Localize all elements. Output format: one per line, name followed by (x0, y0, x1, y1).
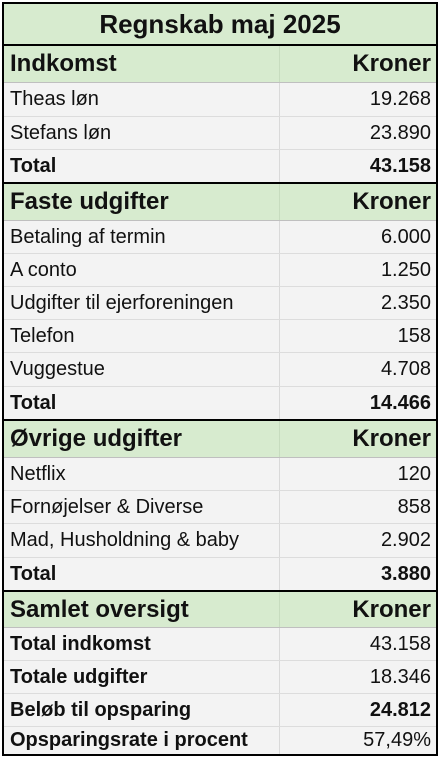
total-row-indkomst[interactable]: Total 43.158 (4, 150, 436, 184)
section-header-samlet-oversigt[interactable]: Samlet oversigt Kroner (4, 592, 436, 628)
section-header-col: Kroner (352, 188, 431, 215)
total-row-oevrige-udgifter[interactable]: Total 3.880 (4, 558, 436, 592)
row-label: Udgifter til ejerforeningen (4, 287, 280, 319)
summary-row-opsparingsrate[interactable]: Opsparingsrate i procent 57,49% (4, 727, 436, 754)
total-value: 3.880 (380, 562, 431, 585)
row-label: Opsparingsrate i procent (4, 727, 280, 754)
section-header-indkomst[interactable]: Indkomst Kroner (4, 46, 436, 83)
sheet-title-row[interactable]: Regnskab maj 2025 (4, 4, 436, 46)
row-label: Theas løn (4, 83, 280, 116)
total-label: Total (4, 387, 280, 419)
summary-row-beloeb-til-opsparing[interactable]: Beløb til opsparing 24.812 (4, 694, 436, 727)
sheet-title: Regnskab maj 2025 (99, 8, 341, 39)
row-value: 19.268 (369, 88, 431, 110)
section-header-col: Kroner (352, 425, 431, 452)
table-row[interactable]: Betaling af termin 6.000 (4, 221, 436, 254)
total-label: Total (4, 150, 280, 182)
section-header-faste-udgifter[interactable]: Faste udgifter Kroner (4, 184, 436, 221)
section-header-label: Samlet oversigt (4, 592, 280, 627)
table-row[interactable]: Theas løn 19.268 (4, 83, 436, 117)
row-value: 18.346 (369, 665, 431, 688)
table-row[interactable]: A conto 1.250 (4, 254, 436, 287)
row-value: 120 (397, 462, 431, 485)
table-row[interactable]: Vuggestue 4.708 (4, 353, 436, 387)
total-label: Total (4, 558, 280, 590)
total-row-faste-udgifter[interactable]: Total 14.466 (4, 387, 436, 421)
table-row[interactable]: Fornøjelser & Diverse 858 (4, 491, 436, 524)
row-label: Beløb til opsparing (4, 694, 280, 726)
summary-row-total-indkomst[interactable]: Total indkomst 43.158 (4, 628, 436, 661)
section-header-label: Øvrige udgifter (4, 421, 280, 457)
row-label: Stefans løn (4, 117, 280, 149)
total-value: 14.466 (369, 391, 431, 414)
row-label: Total indkomst (4, 628, 280, 660)
section-header-col: Kroner (352, 50, 431, 77)
row-value: 158 (397, 324, 431, 347)
row-value: 43.158 (369, 632, 431, 655)
row-label: Mad, Husholdning & baby (4, 524, 280, 557)
row-value: 57,49% (363, 729, 431, 751)
table-row[interactable]: Telefon 158 (4, 320, 436, 353)
row-value: 24.812 (369, 698, 431, 721)
row-value: 4.708 (380, 358, 431, 380)
section-header-oevrige-udgifter[interactable]: Øvrige udgifter Kroner (4, 421, 436, 458)
row-label: Telefon (4, 320, 280, 352)
total-value: 43.158 (369, 154, 431, 177)
section-header-label: Faste udgifter (4, 184, 280, 220)
row-value: 2.350 (380, 291, 431, 314)
row-label: Vuggestue (4, 353, 280, 386)
row-label: Totale udgifter (4, 661, 280, 693)
row-value: 23.890 (369, 121, 431, 144)
section-header-col: Kroner (352, 595, 431, 623)
row-value: 6.000 (380, 225, 431, 248)
table-row[interactable]: Mad, Husholdning & baby 2.902 (4, 524, 436, 558)
row-label: Netflix (4, 458, 280, 490)
row-label: A conto (4, 254, 280, 286)
row-label: Fornøjelser & Diverse (4, 491, 280, 523)
table-row[interactable]: Stefans løn 23.890 (4, 117, 436, 150)
row-value: 1.250 (380, 258, 431, 281)
budget-sheet: Regnskab maj 2025 Indkomst Kroner Theas … (2, 2, 438, 756)
row-label: Betaling af termin (4, 221, 280, 253)
row-value: 858 (397, 495, 431, 518)
table-row[interactable]: Udgifter til ejerforeningen 2.350 (4, 287, 436, 320)
section-header-label: Indkomst (4, 46, 280, 82)
summary-row-totale-udgifter[interactable]: Totale udgifter 18.346 (4, 661, 436, 694)
table-row[interactable]: Netflix 120 (4, 458, 436, 491)
row-value: 2.902 (380, 529, 431, 551)
